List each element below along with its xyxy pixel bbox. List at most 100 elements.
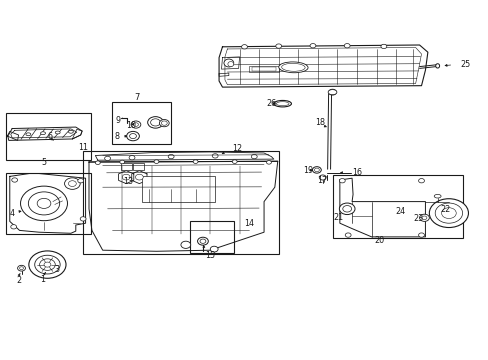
Ellipse shape	[224, 59, 233, 67]
Text: 10: 10	[126, 121, 136, 130]
Circle shape	[35, 255, 60, 274]
Polygon shape	[219, 45, 427, 87]
Circle shape	[344, 44, 349, 48]
Circle shape	[434, 203, 462, 223]
Circle shape	[120, 160, 124, 164]
Ellipse shape	[278, 62, 307, 73]
Polygon shape	[10, 174, 85, 233]
Text: 1: 1	[40, 275, 45, 284]
Text: 25: 25	[460, 60, 470, 69]
Polygon shape	[219, 73, 228, 76]
Text: 24: 24	[394, 207, 404, 216]
Circle shape	[161, 121, 167, 125]
Circle shape	[150, 119, 160, 126]
Circle shape	[129, 134, 136, 139]
Circle shape	[197, 237, 208, 245]
Polygon shape	[8, 127, 82, 140]
Circle shape	[154, 160, 159, 163]
Text: 20: 20	[373, 236, 383, 245]
Bar	[6, 113, 91, 160]
Circle shape	[266, 161, 271, 164]
Text: 3: 3	[55, 265, 60, 274]
Ellipse shape	[435, 64, 439, 68]
Bar	[249, 66, 278, 72]
Circle shape	[11, 225, 17, 229]
Circle shape	[241, 45, 247, 49]
Circle shape	[339, 179, 345, 183]
Bar	[333, 175, 462, 238]
Polygon shape	[118, 171, 134, 184]
Circle shape	[29, 251, 66, 278]
Circle shape	[78, 179, 83, 183]
Circle shape	[275, 44, 281, 48]
Polygon shape	[221, 57, 239, 69]
Text: 19: 19	[303, 166, 313, 175]
Ellipse shape	[55, 131, 60, 134]
Circle shape	[104, 156, 110, 161]
Ellipse shape	[41, 132, 45, 135]
Ellipse shape	[68, 130, 73, 133]
Circle shape	[309, 44, 315, 48]
Text: 4: 4	[10, 209, 15, 217]
Ellipse shape	[327, 90, 336, 95]
Text: 8: 8	[115, 132, 120, 141]
Circle shape	[419, 214, 428, 221]
Circle shape	[210, 246, 218, 252]
Circle shape	[319, 175, 325, 180]
Circle shape	[20, 267, 23, 270]
Polygon shape	[89, 161, 277, 251]
Circle shape	[328, 89, 336, 95]
Text: 26: 26	[266, 99, 276, 108]
Text: 5: 5	[41, 158, 46, 167]
Text: 22: 22	[440, 205, 450, 214]
Circle shape	[312, 167, 321, 173]
Ellipse shape	[433, 194, 440, 198]
Circle shape	[159, 120, 169, 127]
Bar	[121, 163, 132, 170]
Bar	[133, 163, 143, 170]
Circle shape	[122, 174, 130, 180]
Text: 17: 17	[316, 176, 326, 185]
Polygon shape	[72, 129, 82, 139]
Circle shape	[37, 198, 51, 208]
Circle shape	[95, 161, 100, 165]
Circle shape	[418, 179, 424, 183]
Circle shape	[380, 44, 386, 49]
Text: 13: 13	[123, 177, 133, 186]
Bar	[251, 67, 276, 71]
Polygon shape	[11, 129, 77, 138]
Circle shape	[44, 262, 51, 267]
Bar	[112, 102, 171, 144]
Circle shape	[193, 160, 198, 163]
Circle shape	[135, 174, 143, 180]
Bar	[6, 173, 91, 234]
Text: 7: 7	[134, 93, 139, 102]
Circle shape	[147, 117, 163, 128]
Circle shape	[12, 178, 18, 182]
Bar	[142, 176, 215, 202]
Circle shape	[345, 233, 350, 237]
Circle shape	[129, 156, 135, 160]
Polygon shape	[339, 178, 425, 237]
Circle shape	[80, 217, 86, 221]
Circle shape	[212, 154, 218, 158]
Circle shape	[428, 199, 468, 228]
Ellipse shape	[26, 133, 31, 136]
Circle shape	[200, 239, 205, 243]
Circle shape	[20, 186, 67, 221]
Circle shape	[68, 181, 76, 186]
Text: 18: 18	[315, 118, 325, 127]
Circle shape	[421, 216, 426, 220]
Circle shape	[28, 192, 60, 215]
Circle shape	[342, 206, 351, 212]
Text: 9: 9	[116, 116, 121, 125]
Ellipse shape	[276, 102, 288, 106]
Text: 16: 16	[351, 168, 361, 177]
Circle shape	[168, 154, 174, 159]
Circle shape	[64, 178, 80, 189]
Bar	[83, 151, 278, 254]
Circle shape	[18, 265, 25, 271]
Circle shape	[251, 154, 257, 159]
Circle shape	[232, 160, 237, 163]
Bar	[189, 221, 233, 253]
